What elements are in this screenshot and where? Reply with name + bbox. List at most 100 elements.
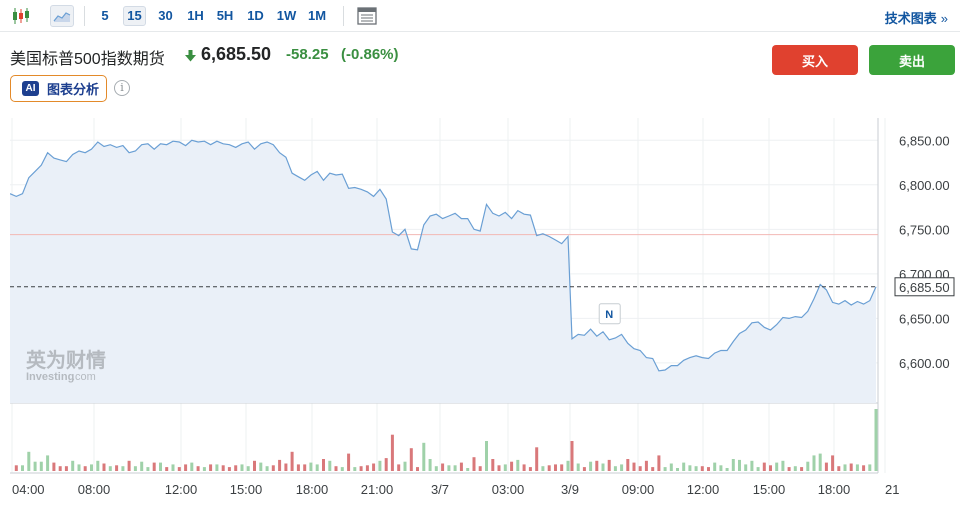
volume-bar — [403, 461, 407, 471]
instrument-name: 美国标普500指数期货 — [10, 51, 165, 68]
price-tick-label: 6,800.00 — [899, 178, 950, 193]
volume-bar — [196, 466, 200, 471]
volume-bar — [39, 461, 43, 471]
volume-bar — [397, 464, 401, 471]
time-tick-label: 08:00 — [78, 482, 111, 497]
volume-bar — [787, 467, 791, 471]
volume-bar — [353, 467, 357, 471]
volume-bar — [466, 468, 470, 471]
timeframe-1d[interactable]: 1D — [247, 8, 264, 23]
time-tick-label: 09:00 — [622, 482, 655, 497]
volume-bar — [607, 459, 611, 471]
volume-bar — [731, 459, 735, 471]
volume-bar — [769, 465, 772, 471]
timeframe-5m[interactable]: 5 — [101, 8, 109, 23]
area-chart-icon[interactable] — [50, 5, 74, 27]
volume-bar — [497, 465, 501, 471]
time-axis: 04:00 08:00 12:00 15:00 18:00 21:00 3/7 03:00 3/… — [12, 482, 899, 497]
technical-chart-link[interactable]: 技术图表» — [885, 8, 948, 27]
volume-bar — [33, 461, 37, 471]
volume-bar — [812, 455, 816, 471]
ai-chart-analysis-button[interactable]: AI 图表分析 — [10, 75, 107, 102]
volume-bar — [669, 463, 673, 471]
volume-bar — [83, 466, 87, 471]
info-icon[interactable]: i — [114, 80, 130, 96]
timeframe-1m[interactable]: 1M — [307, 8, 327, 23]
price-chart[interactable]: 6,850.006,800.006,750.006,700.006,650.00… — [0, 118, 960, 507]
volume-bar — [127, 460, 131, 471]
volume-bar — [682, 462, 686, 471]
candlestick-icon[interactable] — [10, 5, 32, 27]
volume-bar — [215, 464, 219, 471]
volume-bar — [762, 462, 766, 471]
news-marker[interactable]: N — [598, 303, 621, 325]
ai-analysis-label: 图表分析 — [47, 82, 100, 97]
volume-bar — [71, 460, 75, 471]
volume-bar — [589, 461, 593, 471]
volume-bar — [576, 463, 580, 471]
volume-bar — [271, 465, 275, 471]
timeframe-1w[interactable]: 1W — [276, 8, 297, 23]
volume-bar — [296, 464, 300, 471]
price-tick-label: 6,600.00 — [899, 356, 950, 371]
volume-bar — [265, 466, 269, 471]
buy-button[interactable]: 买入 — [772, 45, 858, 75]
volume-bar — [547, 465, 551, 471]
timeframe-30m[interactable]: 30 — [158, 8, 173, 23]
volume-bar — [644, 460, 648, 471]
volume-bar — [535, 447, 539, 471]
double-chevron-right-icon: » — [940, 11, 948, 26]
timeframe-5h[interactable]: 5H — [216, 8, 234, 23]
volume-bar — [485, 441, 488, 471]
volume-bar — [725, 468, 729, 471]
volume-bar — [713, 462, 717, 471]
volume-bar — [165, 467, 169, 471]
data-table-icon[interactable] — [356, 5, 378, 27]
volume-bar — [171, 464, 175, 471]
volume-bar — [781, 460, 785, 471]
volume-bar — [177, 467, 181, 471]
volume-bar — [202, 467, 206, 471]
volume-bar — [738, 459, 741, 471]
volume-bar — [115, 465, 119, 471]
current-price-value: 6,685.50 — [899, 280, 950, 295]
volume-bar — [184, 464, 188, 471]
volume-bar — [491, 459, 495, 471]
ai-icon: AI — [22, 81, 39, 96]
volume-bar — [595, 460, 599, 471]
timeframe-15m[interactable]: 15 — [123, 6, 146, 26]
volume-bar — [278, 459, 282, 471]
timeframe-1h[interactable]: 1H — [187, 8, 204, 23]
volume-bar — [315, 464, 319, 471]
volume-bar — [560, 464, 564, 471]
svg-text:N: N — [605, 309, 613, 321]
volume-bar — [694, 466, 698, 471]
time-tick-label: 21:00 — [361, 482, 394, 497]
volume-bar — [744, 464, 748, 471]
watermark-en: Investing — [26, 371, 74, 383]
volume-bar — [843, 464, 847, 471]
volume-bar — [707, 467, 710, 471]
last-price: 6,685.50 — [201, 44, 272, 64]
volume-bar — [750, 460, 754, 471]
price-line — [10, 139, 877, 372]
volume-bar — [27, 451, 31, 471]
volume-bar — [416, 467, 419, 471]
volume-bar — [209, 464, 213, 471]
volume-bar — [775, 462, 779, 471]
volume-bar — [14, 465, 18, 471]
volume-bar — [503, 464, 507, 471]
volume-bars — [14, 409, 878, 471]
time-tick-label: 04:00 — [12, 482, 45, 497]
volume-bar — [831, 455, 835, 471]
volume-bar — [428, 459, 432, 471]
investing-watermark: 英为财情 Investing .com — [26, 348, 106, 383]
sell-button[interactable]: 卖出 — [869, 45, 955, 75]
volume-bar — [328, 460, 332, 471]
volume-bar — [800, 467, 804, 471]
time-tick-label: 3/9 — [561, 482, 579, 497]
volume-bar — [58, 466, 62, 471]
chart-toolbar: 5 15 30 1H 5H 1D 1W 1M 技术图表» — [0, 0, 960, 32]
watermark-cn: 英为财情 — [26, 348, 106, 372]
volume-bar — [227, 467, 231, 471]
